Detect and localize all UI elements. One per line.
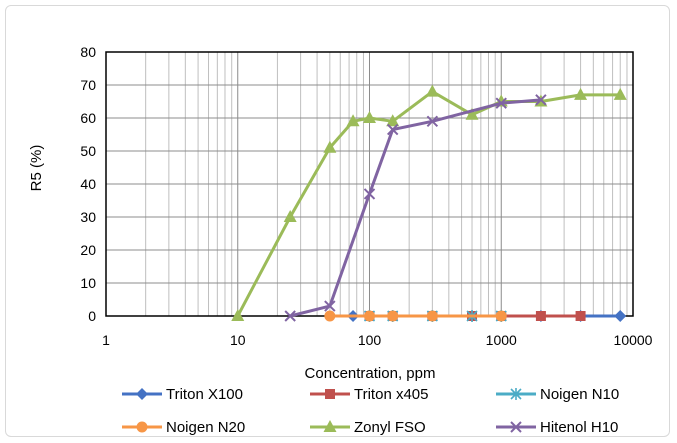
data-point bbox=[495, 97, 507, 109]
series-zonyl-fso bbox=[231, 84, 627, 321]
y-tick-label: 40 bbox=[80, 176, 96, 192]
x-tick-label: 100 bbox=[358, 332, 382, 348]
data-point bbox=[324, 300, 336, 312]
series-line bbox=[289, 98, 542, 318]
y-tick-label: 10 bbox=[80, 275, 96, 291]
data-point bbox=[284, 310, 296, 322]
legend-label: Hitenol H10 bbox=[540, 419, 618, 436]
x-tick-label: 1 bbox=[102, 332, 110, 348]
data-point bbox=[387, 310, 399, 322]
data-point bbox=[426, 115, 439, 128]
data-point bbox=[425, 84, 439, 97]
data-point bbox=[535, 311, 546, 321]
data-point bbox=[323, 140, 337, 153]
y-tick-label: 20 bbox=[80, 242, 96, 258]
legend-item: Noigen N10 bbox=[496, 386, 619, 403]
data-point bbox=[324, 310, 336, 322]
data-point bbox=[510, 388, 522, 400]
y-tick-labels: 0 10 20 30 40 50 60 70 80 bbox=[80, 44, 96, 324]
data-point bbox=[283, 210, 297, 222]
legend-label: Noigen N20 bbox=[166, 419, 245, 436]
series-hitenol-h10 bbox=[284, 94, 547, 322]
data-point bbox=[574, 87, 588, 100]
legend-item: Zonyl FSO bbox=[310, 419, 426, 436]
legend-item: Noigen N20 bbox=[122, 419, 245, 436]
y-axis-title: R5 (%) bbox=[28, 145, 45, 192]
gridlines bbox=[105, 51, 633, 317]
data-point bbox=[386, 114, 400, 127]
legend-label: Noigen N10 bbox=[540, 386, 619, 403]
legend-item: Hitenol H10 bbox=[496, 419, 618, 436]
y-tick-label: 60 bbox=[80, 110, 96, 126]
data-point bbox=[575, 311, 586, 321]
data-point bbox=[386, 123, 399, 136]
y-tick-label: 80 bbox=[80, 44, 96, 60]
y-tick-label: 30 bbox=[80, 209, 96, 225]
legend: Triton X100 Triton x405 Noigen N10 Noigen N… bbox=[122, 386, 619, 436]
chart-frame bbox=[5, 5, 670, 437]
legend-item: Triton X100 bbox=[122, 386, 243, 403]
y-tick-label: 0 bbox=[88, 308, 96, 324]
legend-label: Triton X100 bbox=[166, 386, 243, 403]
x-axis-title: Concentration, ppm bbox=[305, 365, 436, 382]
series-layer bbox=[231, 84, 627, 322]
data-point bbox=[363, 111, 376, 123]
data-point bbox=[535, 94, 547, 106]
x-tick-label: 10000 bbox=[614, 332, 653, 348]
series-noigen-n20 bbox=[324, 310, 507, 322]
data-point bbox=[465, 107, 479, 120]
data-point bbox=[614, 310, 627, 322]
series-line bbox=[236, 90, 621, 317]
y-tick-label: 70 bbox=[80, 77, 96, 93]
data-point bbox=[426, 310, 438, 322]
x-tick-labels: 1 10 100 1000 10000 bbox=[102, 332, 653, 348]
y-tick-label: 50 bbox=[80, 143, 96, 159]
data-point bbox=[231, 309, 245, 321]
data-point bbox=[325, 389, 335, 399]
data-point bbox=[346, 114, 360, 127]
data-point bbox=[363, 188, 376, 200]
legend-label: Triton x405 bbox=[354, 386, 428, 403]
data-point bbox=[323, 420, 337, 432]
data-point bbox=[613, 87, 627, 100]
legend-item: Triton x405 bbox=[310, 386, 428, 403]
data-point bbox=[136, 388, 148, 400]
x-tick-label: 1000 bbox=[486, 332, 517, 348]
legend-label: Zonyl FSO bbox=[354, 419, 426, 436]
data-point bbox=[510, 421, 522, 433]
data-point bbox=[136, 421, 148, 433]
data-point bbox=[364, 310, 375, 322]
x-tick-label: 10 bbox=[230, 332, 246, 348]
data-point bbox=[495, 310, 507, 322]
